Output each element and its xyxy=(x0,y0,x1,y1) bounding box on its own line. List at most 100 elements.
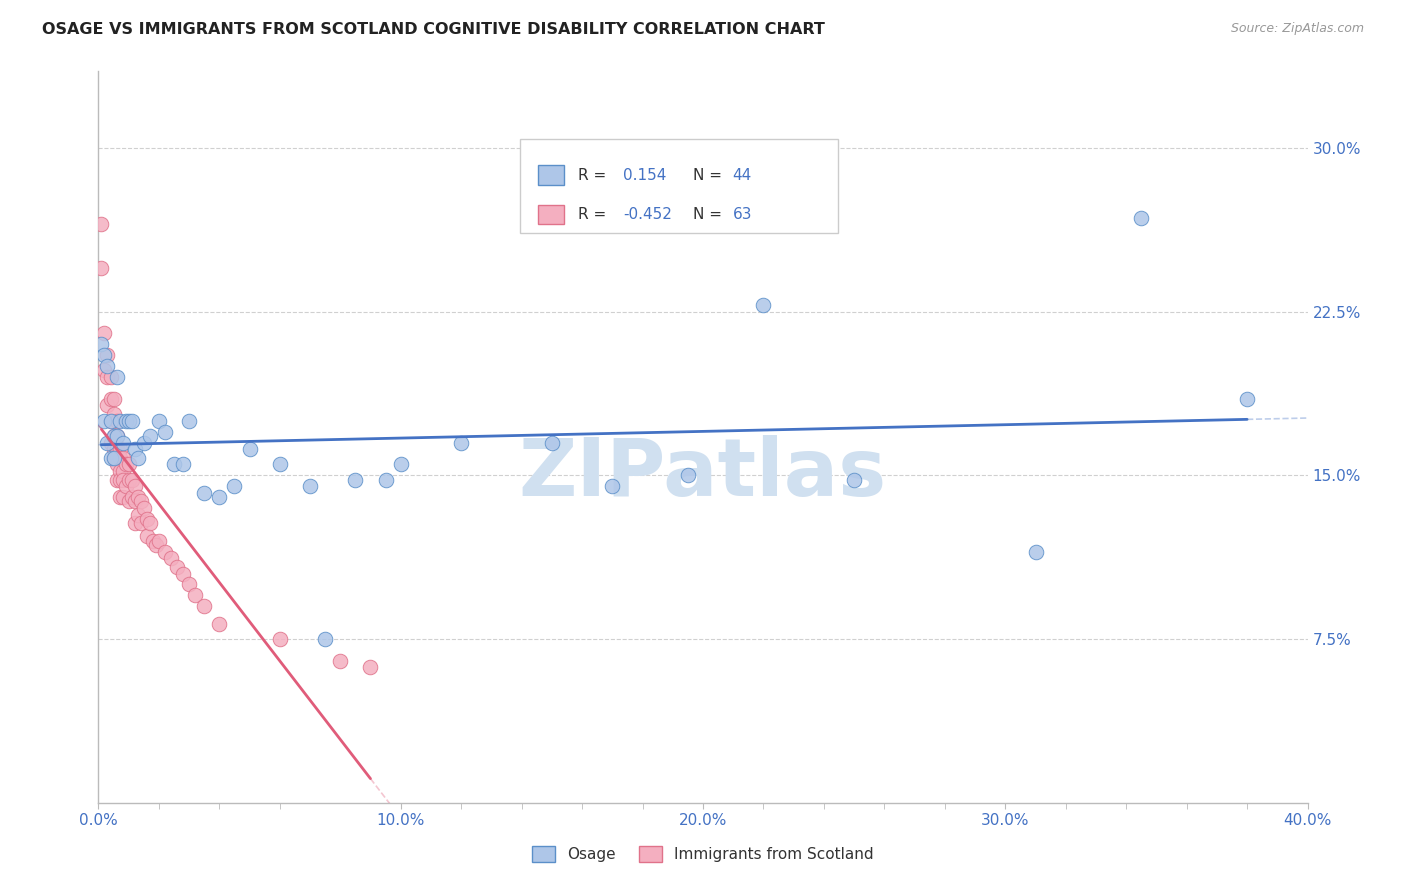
Point xyxy=(108,490,131,504)
Point xyxy=(127,490,149,504)
Point xyxy=(114,414,136,428)
Point xyxy=(1024,545,1046,559)
Point xyxy=(93,363,115,377)
Point xyxy=(269,632,291,646)
Legend: Osage, Immigrants from Scotland: Osage, Immigrants from Scotland xyxy=(526,840,880,868)
Point xyxy=(844,473,866,487)
Text: Source: ZipAtlas.com: Source: ZipAtlas.com xyxy=(1230,22,1364,36)
Point xyxy=(239,442,262,456)
Point xyxy=(124,494,146,508)
Point xyxy=(90,337,112,351)
Point xyxy=(103,450,125,465)
Point xyxy=(148,414,170,428)
Text: ZIPatlas: ZIPatlas xyxy=(519,434,887,513)
Point xyxy=(118,473,141,487)
Point xyxy=(96,348,118,362)
Point xyxy=(111,490,134,504)
Point xyxy=(108,414,131,428)
Point xyxy=(93,414,115,428)
Point xyxy=(108,473,131,487)
Point xyxy=(172,458,194,472)
Text: OSAGE VS IMMIGRANTS FROM SCOTLAND COGNITIVE DISABILITY CORRELATION CHART: OSAGE VS IMMIGRANTS FROM SCOTLAND COGNIT… xyxy=(42,22,825,37)
Point xyxy=(160,551,183,566)
Point xyxy=(103,429,125,443)
Point xyxy=(111,435,134,450)
Text: 44: 44 xyxy=(733,168,752,183)
Point xyxy=(374,473,396,487)
Text: R =: R = xyxy=(578,207,612,222)
Point xyxy=(103,392,125,406)
Point xyxy=(193,599,215,614)
Point xyxy=(96,399,118,413)
Point xyxy=(105,429,128,443)
Point xyxy=(100,414,122,428)
Point xyxy=(172,566,194,581)
Point xyxy=(540,435,562,450)
Point xyxy=(105,370,128,384)
Point xyxy=(148,533,170,548)
Point xyxy=(105,473,128,487)
Point xyxy=(108,464,131,478)
Point xyxy=(100,414,122,428)
Point xyxy=(139,429,162,443)
Point xyxy=(153,545,176,559)
Point xyxy=(100,370,122,384)
Point xyxy=(105,414,128,428)
Point xyxy=(127,450,149,465)
Point xyxy=(121,414,143,428)
Point xyxy=(96,370,118,384)
Point xyxy=(114,458,136,472)
Point xyxy=(121,473,143,487)
Point xyxy=(105,442,128,456)
Point xyxy=(166,560,188,574)
Point xyxy=(103,429,125,443)
Point xyxy=(96,435,118,450)
Point xyxy=(1130,211,1153,225)
Point xyxy=(118,458,141,472)
Text: R =: R = xyxy=(578,168,612,183)
Point xyxy=(121,490,143,504)
Point xyxy=(360,660,382,674)
Point xyxy=(93,326,115,341)
Point xyxy=(135,512,157,526)
Point xyxy=(676,468,699,483)
Point xyxy=(450,435,472,450)
Point xyxy=(111,450,134,465)
Text: 63: 63 xyxy=(733,207,752,222)
Point xyxy=(208,616,231,631)
Point xyxy=(329,654,352,668)
Point xyxy=(96,359,118,373)
Point xyxy=(179,577,201,591)
Point xyxy=(118,494,141,508)
Point xyxy=(193,485,215,500)
Point xyxy=(90,217,112,231)
Point xyxy=(184,588,207,602)
Point xyxy=(105,458,128,472)
Point xyxy=(100,392,122,406)
Point xyxy=(752,298,775,312)
Point xyxy=(145,538,167,552)
Text: 0.154: 0.154 xyxy=(623,168,666,183)
Point xyxy=(103,442,125,456)
Point xyxy=(129,516,152,531)
Point xyxy=(103,450,125,465)
Point xyxy=(389,458,412,472)
Point xyxy=(100,450,122,465)
Point xyxy=(100,435,122,450)
Text: N =: N = xyxy=(693,207,727,222)
Point xyxy=(344,473,367,487)
Point xyxy=(114,479,136,493)
Point xyxy=(132,501,155,516)
Point xyxy=(105,429,128,443)
Point xyxy=(129,494,152,508)
Point xyxy=(93,348,115,362)
Text: -0.452: -0.452 xyxy=(623,207,672,222)
Point xyxy=(602,479,624,493)
Point xyxy=(139,516,162,531)
Point xyxy=(108,450,131,465)
Point xyxy=(142,533,165,548)
Point xyxy=(163,458,186,472)
Point xyxy=(127,508,149,522)
Point xyxy=(132,435,155,450)
Point xyxy=(111,473,134,487)
